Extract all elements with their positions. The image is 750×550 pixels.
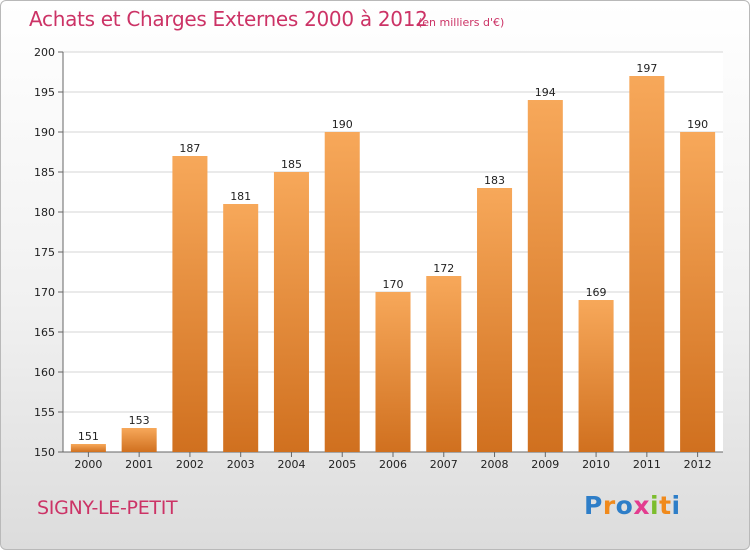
logo-letter: x <box>633 491 650 520</box>
bar <box>578 300 614 452</box>
y-tick-label: 195 <box>34 86 55 99</box>
x-tick-label: 2006 <box>379 458 407 471</box>
x-tick-label: 2007 <box>430 458 458 471</box>
bar-value-label: 194 <box>535 86 556 99</box>
y-tick-label: 170 <box>34 286 55 299</box>
bar <box>324 132 360 452</box>
chart-title: Achats et Charges Externes 2000 à 2012 <box>29 7 428 31</box>
x-tick-label: 2005 <box>328 458 356 471</box>
bar <box>527 100 563 452</box>
bar <box>426 276 462 452</box>
proxiti-logo: Proxiti <box>584 491 681 520</box>
bar <box>172 156 208 452</box>
logo-letter: P <box>584 491 603 520</box>
y-tick-label: 185 <box>34 166 55 179</box>
bar <box>223 204 259 452</box>
bar <box>375 292 411 452</box>
bar-value-label: 190 <box>332 118 353 131</box>
y-tick-label: 190 <box>34 126 55 139</box>
bar <box>121 428 157 452</box>
bar-value-label: 169 <box>586 286 607 299</box>
bar-value-label: 153 <box>129 414 150 427</box>
x-tick-label: 2010 <box>582 458 610 471</box>
place-name: SIGNY-LE-PETIT <box>37 497 178 519</box>
bar-value-label: 197 <box>636 62 657 75</box>
x-tick-label: 2003 <box>227 458 255 471</box>
x-tick-label: 2008 <box>481 458 509 471</box>
logo-letter: o <box>615 491 634 520</box>
x-tick-label: 2002 <box>176 458 204 471</box>
bar-value-label: 151 <box>78 430 99 443</box>
x-tick-label: 2001 <box>125 458 153 471</box>
bar <box>70 444 106 452</box>
logo-letter: i <box>671 491 681 520</box>
bar <box>629 76 665 452</box>
x-tick-label: 2000 <box>74 458 102 471</box>
y-tick-label: 160 <box>34 366 55 379</box>
logo-letter: r <box>602 491 616 520</box>
bar-value-label: 190 <box>687 118 708 131</box>
unit-note: (en milliers d'€) <box>418 16 505 29</box>
x-tick-label: 2009 <box>531 458 559 471</box>
bar-value-label: 183 <box>484 174 505 187</box>
bar-value-label: 170 <box>383 278 404 291</box>
bar <box>477 188 513 452</box>
bar-value-label: 181 <box>230 190 251 203</box>
y-tick-label: 180 <box>34 206 55 219</box>
x-tick-label: 2004 <box>277 458 305 471</box>
y-tick-label: 150 <box>34 446 55 459</box>
bar <box>273 172 309 452</box>
x-tick-label: 2011 <box>633 458 661 471</box>
bar <box>680 132 716 452</box>
bar-value-label: 185 <box>281 158 302 171</box>
logo-letter: t <box>659 491 672 520</box>
y-tick-label: 165 <box>34 326 55 339</box>
logo-letter: i <box>650 491 660 520</box>
bar-value-label: 172 <box>433 262 454 275</box>
x-tick-label: 2012 <box>684 458 712 471</box>
bar-value-label: 187 <box>179 142 200 155</box>
y-tick-label: 155 <box>34 406 55 419</box>
y-tick-label: 175 <box>34 246 55 259</box>
y-tick-label: 200 <box>34 46 55 59</box>
